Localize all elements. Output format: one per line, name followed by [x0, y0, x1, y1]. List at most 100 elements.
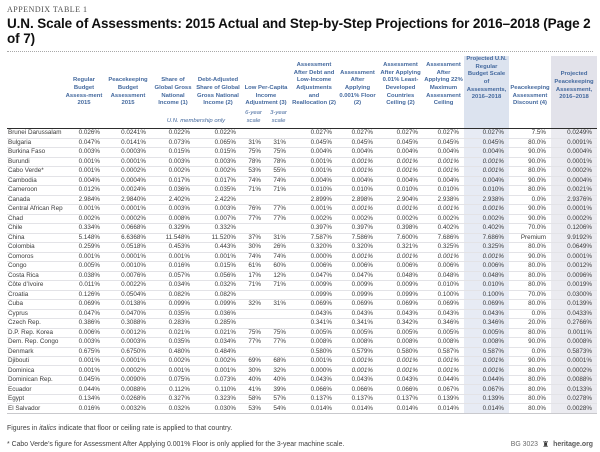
value-cell: 0.001%: [464, 251, 510, 262]
col-header-after-floor: Assessment After Applying 0.001% Floor (…: [339, 69, 376, 107]
value-cell: 0.0300%: [551, 289, 598, 300]
country-cell: Egypt: [7, 393, 63, 404]
value-cell: 0.001%: [423, 365, 465, 376]
value-cell: 0.0003%: [105, 147, 151, 158]
value-cell: 58%: [241, 393, 266, 404]
value-cell: 0.001%: [63, 251, 105, 262]
value-cell: 0.0249%: [551, 128, 598, 139]
col-header-after-debt-low-income: Assessment After Debt and Low-Income Adj…: [292, 62, 336, 107]
value-cell: 12%: [266, 270, 292, 281]
country-cell: Dominica: [7, 365, 63, 376]
country-cell: Central African Rep.: [7, 204, 63, 215]
value-cell: 74%: [266, 175, 292, 186]
value-cell: 0.069%: [337, 299, 379, 310]
value-cell: 0.002%: [291, 213, 338, 224]
country-cell: Croatia: [7, 289, 63, 300]
value-cell: 69%: [241, 355, 266, 366]
value-cell: 0.137%: [291, 393, 338, 404]
value-cell: 0.014%: [337, 403, 379, 414]
value-cell: 2.9376%: [551, 194, 598, 205]
table-row: Burkina Faso 0.003% 0.0003% 0.015% 0.015% 75%…: [7, 147, 598, 158]
value-cell: 0.320%: [337, 242, 379, 253]
value-cell: 0.0001%: [551, 355, 598, 366]
value-cell: 0.325%: [423, 242, 465, 253]
value-cell: 31%: [266, 232, 292, 243]
table-row: D.P. Rep. Korea 0.006% 0.0012% 0.021% 0.021%…: [7, 327, 598, 338]
value-cell: 0.001%: [195, 251, 241, 262]
value-cell: 77%: [266, 204, 292, 215]
value-cell: 80.0%: [509, 374, 552, 385]
appendix-kicker: APPENDIX TABLE 1: [7, 5, 88, 14]
value-cell: 0.099%: [151, 299, 195, 310]
value-cell: 0.010%: [291, 185, 338, 196]
value-cell: 77%: [266, 337, 292, 348]
value-cell: 0.066%: [291, 384, 338, 395]
value-cell: 0.003%: [63, 147, 105, 158]
value-cell: 0.0518%: [105, 242, 151, 253]
value-cell: 0.0002%: [105, 166, 151, 177]
footnote-italics: Figures in italics indicate that floor o…: [7, 425, 593, 432]
value-cell: [266, 129, 291, 138]
value-cell: 0.030%: [195, 403, 241, 414]
value-cell: 0.004%: [291, 175, 338, 186]
value-cell: 0.285%: [195, 318, 241, 329]
value-cell: 0.0008%: [551, 337, 598, 348]
value-cell: 0.002%: [464, 213, 510, 224]
value-cell: 0.001%: [291, 166, 338, 177]
value-cell: 75%: [241, 327, 266, 338]
value-cell: 80.0%: [509, 299, 552, 310]
country-cell: Dem. Rep. Congo: [7, 337, 63, 348]
value-cell: 0.0004%: [105, 175, 151, 186]
value-cell: 0.443%: [195, 242, 241, 253]
value-cell: 0.110%: [195, 384, 241, 395]
value-cell: 0.0012%: [551, 261, 598, 272]
value-cell: 0.004%: [337, 147, 379, 158]
value-cell: 0.082%: [151, 289, 195, 300]
value-cell: 0.069%: [63, 299, 105, 310]
value-cell: 74%: [241, 251, 266, 262]
value-cell: 77%: [241, 337, 266, 348]
value-cell: 0.002%: [337, 213, 379, 224]
country-cell: Chad: [7, 213, 63, 224]
value-cell: 0.397%: [337, 223, 379, 234]
value-cell: 0.015%: [151, 147, 195, 158]
value-cell: 0.001%: [464, 355, 510, 366]
value-cell: 0.0011%: [551, 327, 598, 338]
value-cell: 71%: [241, 280, 266, 291]
value-cell: 9.9192%: [551, 232, 598, 243]
value-cell: 0.026%: [78, 129, 100, 137]
value-cell: 76%: [241, 204, 266, 215]
value-cell: 0.014%: [464, 403, 510, 414]
value-cell: 6.6368%: [105, 232, 151, 243]
value-cell: 80.0%: [509, 384, 552, 395]
value-cell: 26%: [266, 242, 292, 253]
value-cell: 2.9840%: [105, 194, 151, 205]
country-cell: China: [7, 232, 63, 243]
value-cell: 0.001%: [378, 166, 424, 177]
value-cell: 0.048%: [423, 270, 465, 281]
value-cell: 0.006%: [378, 261, 424, 272]
value-cell: 0.002%: [195, 166, 241, 177]
value-cell: 0.008%: [423, 337, 465, 348]
value-cell: 0.580%: [378, 346, 424, 357]
value-cell: 7.600%: [378, 232, 424, 243]
value-cell: 0.043%: [378, 374, 424, 385]
value-cell: 0.043%: [337, 308, 379, 319]
value-cell: 0.0268%: [105, 393, 151, 404]
value-cell: 0.002%: [63, 213, 105, 224]
table-row: Cuba 0.069% 0.0138% 0.099% 0.099% 32% 31% 0.069…: [7, 299, 598, 310]
value-cell: 78%: [266, 156, 292, 167]
subheader-spacer: [7, 110, 63, 130]
value-cell: 0.048%: [464, 270, 510, 281]
value-cell: 80.0%: [509, 166, 552, 177]
value-cell: [241, 318, 266, 329]
value-cell: 0.0433%: [551, 308, 598, 319]
value-cell: 0.043%: [291, 308, 338, 319]
subheader-spacer: [378, 110, 424, 130]
value-cell: 90.0%: [509, 251, 552, 262]
table-row: Egypt 0.134% 0.0268% 0.327% 0.323% 58% 57% 0.13…: [7, 393, 598, 404]
value-cell: 0.069%: [423, 299, 465, 310]
site-link[interactable]: heritage.org: [553, 441, 593, 449]
value-cell: 53%: [241, 166, 266, 177]
value-cell: [241, 194, 266, 205]
